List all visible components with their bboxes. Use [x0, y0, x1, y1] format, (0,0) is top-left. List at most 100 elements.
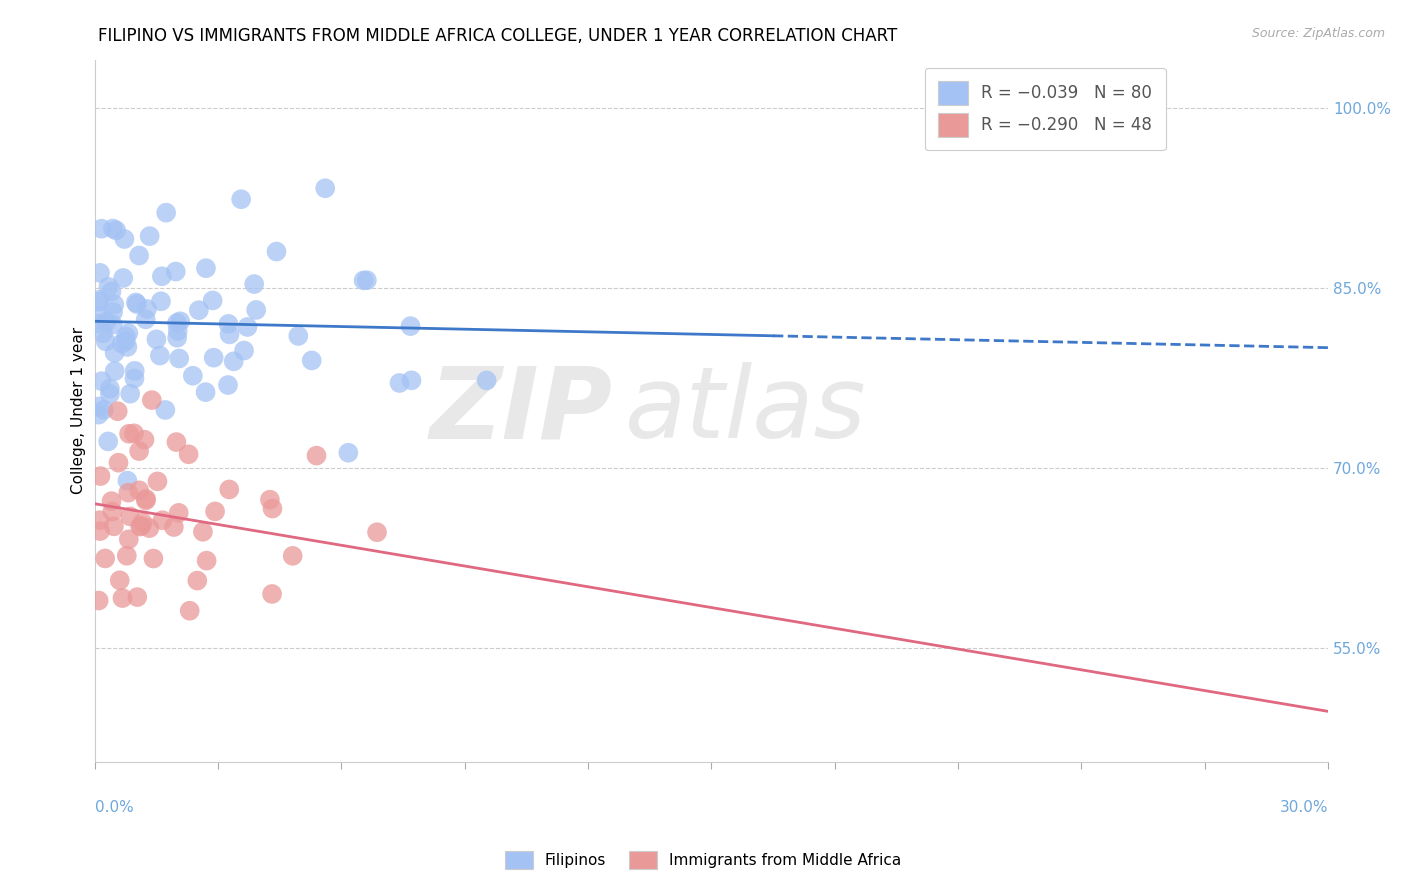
- Point: [145, 332, 167, 346]
- Point: [120, 386, 142, 401]
- Point: [101, 221, 124, 235]
- Point: [167, 351, 190, 366]
- Text: Source: ZipAtlas.com: Source: ZipAtlas.com: [1251, 27, 1385, 40]
- Point: [366, 525, 388, 540]
- Point: [107, 404, 129, 418]
- Point: [475, 373, 498, 387]
- Point: [194, 261, 217, 276]
- Point: [105, 223, 128, 237]
- Point: [125, 297, 148, 311]
- Point: [101, 318, 124, 332]
- Point: [353, 273, 375, 287]
- Point: [97, 434, 120, 449]
- Point: [202, 351, 225, 365]
- Point: [128, 483, 150, 498]
- Point: [204, 504, 226, 518]
- Point: [245, 302, 267, 317]
- Point: [89, 513, 111, 527]
- Point: [100, 285, 122, 299]
- Point: [135, 491, 157, 506]
- Point: [356, 273, 378, 287]
- Point: [103, 297, 125, 311]
- Text: 30.0%: 30.0%: [1279, 800, 1329, 815]
- Point: [266, 244, 288, 259]
- Point: [104, 345, 127, 359]
- Point: [149, 349, 172, 363]
- Text: FILIPINO VS IMMIGRANTS FROM MIDDLE AFRICA COLLEGE, UNDER 1 YEAR CORRELATION CHAR: FILIPINO VS IMMIGRANTS FROM MIDDLE AFRIC…: [98, 27, 897, 45]
- Point: [243, 277, 266, 291]
- Point: [103, 519, 125, 533]
- Point: [149, 294, 172, 309]
- Point: [138, 521, 160, 535]
- Point: [127, 590, 149, 604]
- Point: [90, 221, 112, 235]
- Point: [305, 449, 328, 463]
- Point: [107, 456, 129, 470]
- Point: [98, 387, 121, 401]
- Point: [187, 303, 209, 318]
- Point: [217, 378, 239, 392]
- Point: [134, 433, 156, 447]
- Y-axis label: College, Under 1 year: College, Under 1 year: [72, 327, 86, 494]
- Point: [124, 371, 146, 385]
- Point: [87, 593, 110, 607]
- Legend: R = −0.039   N = 80, R = −0.290   N = 48: R = −0.039 N = 80, R = −0.290 N = 48: [925, 68, 1166, 150]
- Point: [399, 319, 422, 334]
- Point: [401, 373, 423, 387]
- Point: [94, 551, 117, 566]
- Point: [108, 574, 131, 588]
- Point: [129, 519, 152, 533]
- Point: [101, 305, 124, 319]
- Point: [90, 374, 112, 388]
- Point: [287, 329, 309, 343]
- Point: [117, 474, 139, 488]
- Point: [186, 574, 208, 588]
- Point: [129, 519, 152, 533]
- Point: [128, 444, 150, 458]
- Point: [218, 483, 240, 497]
- Point: [111, 591, 134, 605]
- Point: [89, 524, 111, 538]
- Point: [167, 506, 190, 520]
- Point: [166, 324, 188, 338]
- Point: [259, 492, 281, 507]
- Point: [87, 294, 110, 309]
- Point: [150, 269, 173, 284]
- Point: [231, 192, 253, 206]
- Point: [142, 551, 165, 566]
- Point: [152, 513, 174, 527]
- Point: [124, 364, 146, 378]
- Point: [98, 382, 121, 396]
- Point: [135, 312, 157, 326]
- Point: [115, 549, 138, 563]
- Point: [91, 326, 114, 341]
- Text: 0.0%: 0.0%: [94, 800, 134, 815]
- Point: [179, 604, 201, 618]
- Legend: Filipinos, Immigrants from Middle Africa: Filipinos, Immigrants from Middle Africa: [499, 845, 907, 875]
- Point: [93, 402, 115, 417]
- Point: [191, 524, 214, 539]
- Point: [89, 469, 111, 483]
- Point: [146, 475, 169, 489]
- Point: [301, 353, 323, 368]
- Point: [94, 334, 117, 349]
- Point: [97, 280, 120, 294]
- Point: [114, 334, 136, 349]
- Point: [125, 295, 148, 310]
- Point: [166, 316, 188, 330]
- Point: [87, 317, 110, 331]
- Point: [177, 447, 200, 461]
- Point: [388, 376, 411, 390]
- Point: [181, 368, 204, 383]
- Point: [118, 533, 141, 547]
- Point: [101, 504, 124, 518]
- Point: [201, 293, 224, 308]
- Point: [89, 266, 111, 280]
- Point: [111, 336, 134, 351]
- Point: [112, 271, 135, 285]
- Point: [262, 587, 284, 601]
- Point: [236, 320, 259, 334]
- Point: [222, 354, 245, 368]
- Point: [163, 520, 186, 534]
- Point: [118, 426, 141, 441]
